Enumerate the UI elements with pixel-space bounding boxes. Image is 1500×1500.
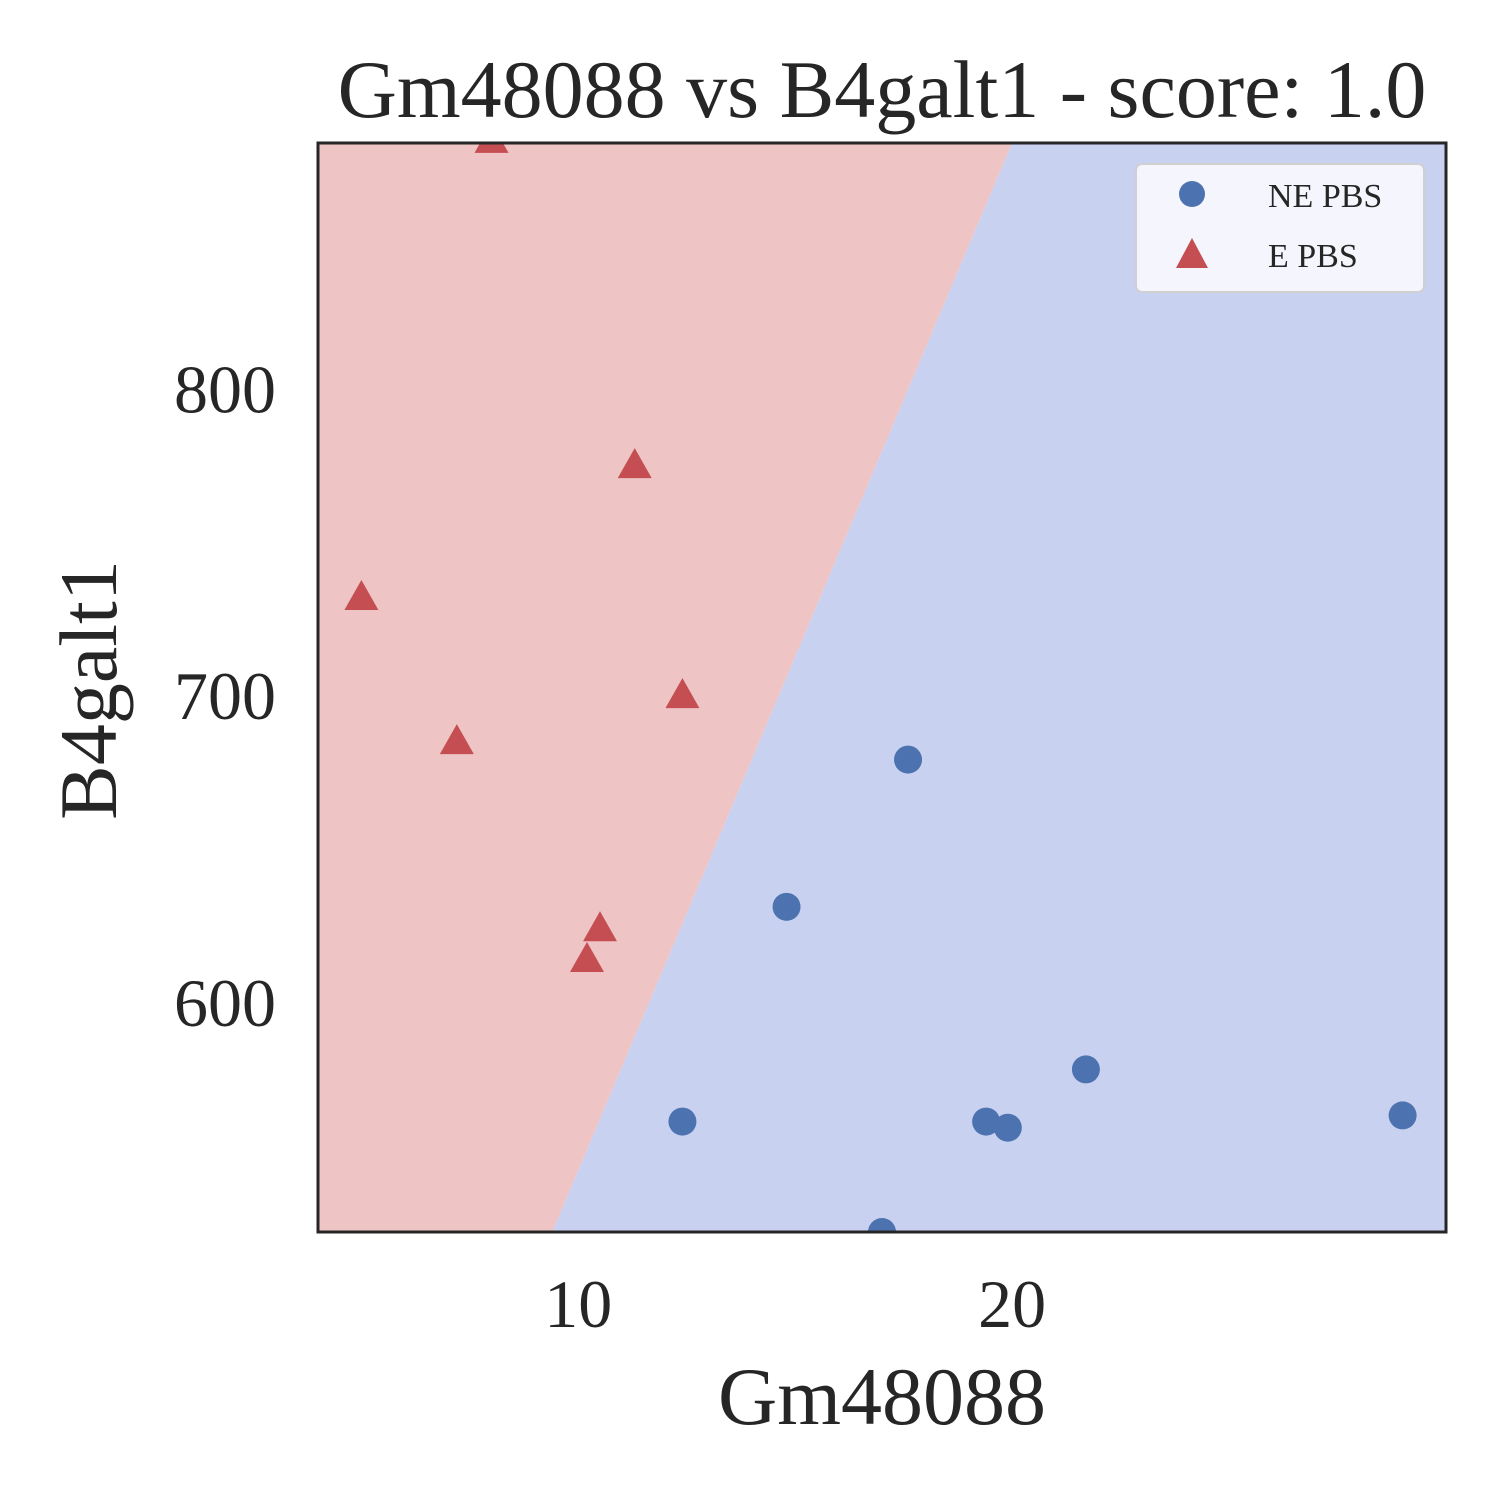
point-e-pbs-3: [665, 678, 700, 709]
point-ne-pbs-5: [1071, 1055, 1100, 1084]
legend-box: [1135, 163, 1425, 293]
legend-marker-e-pbs: [1176, 238, 1208, 268]
point-e-pbs-0: [474, 143, 509, 153]
point-ne-pbs-4: [993, 1113, 1022, 1142]
x-tick-label: 20: [978, 1266, 1046, 1342]
chart-title: Gm48088 vs B4galt1 - score: 1.0: [338, 44, 1427, 135]
data-points: [344, 143, 1417, 1232]
point-ne-pbs-2: [668, 1107, 697, 1136]
x-axis-ticks: 10 20: [544, 1266, 1046, 1342]
y-tick-label: 700: [174, 658, 276, 734]
region-ne-pbs: [552, 143, 1446, 1232]
point-ne-pbs-3: [972, 1107, 1001, 1136]
y-tick-label: 600: [174, 965, 276, 1041]
point-e-pbs-2: [344, 580, 379, 611]
point-ne-pbs-0: [894, 745, 923, 774]
legend-marker-ne-pbs: [1179, 181, 1205, 207]
legend-label-e-pbs: E PBS: [1268, 238, 1358, 275]
point-ne-pbs-6: [1388, 1101, 1417, 1130]
x-axis-label: Gm48088: [718, 1351, 1046, 1442]
legend: NE PBS E PBS: [1135, 163, 1425, 293]
point-ne-pbs-1: [772, 892, 801, 921]
point-e-pbs-4: [439, 724, 474, 755]
point-e-pbs-6: [569, 941, 604, 972]
y-axis-label: B4galt1: [43, 560, 134, 820]
legend-label-ne-pbs: NE PBS: [1268, 178, 1382, 215]
y-tick-label: 800: [174, 351, 276, 427]
plot-frame: [316, 141, 1448, 1234]
region-e-pbs: [318, 143, 1013, 1232]
y-axis-ticks: 600 700 800: [174, 351, 276, 1041]
decision-regions: [318, 143, 1446, 1232]
x-tick-label: 10: [544, 1266, 612, 1342]
point-ne-pbs-7: [868, 1218, 896, 1232]
point-e-pbs-5: [583, 911, 617, 942]
point-e-pbs-1: [617, 448, 652, 479]
